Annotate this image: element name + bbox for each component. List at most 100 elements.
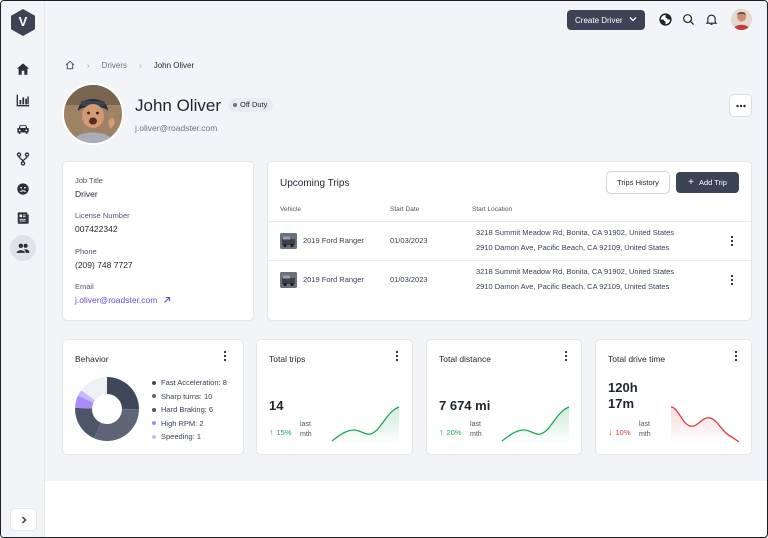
support-icon[interactable] — [659, 13, 672, 26]
trip-start-location: 3218 Summit Meadow Rd, Bonita, CA 91902,… — [476, 228, 675, 237]
job-title-label: Job Title — [75, 176, 103, 185]
column-header-vehicle[interactable]: Vehicle — [280, 206, 301, 213]
home-icon — [16, 63, 30, 75]
status-badge: Off Duty — [228, 98, 274, 112]
column-header-start-date[interactable]: Start Date — [390, 206, 420, 213]
total-drive-time-change-label: last mth — [639, 421, 651, 438]
driver-info-card: Job Title Driver License Number 00742234… — [63, 162, 253, 320]
donut-segment — [77, 390, 95, 403]
total-trips-card: Total trips 14 ↑ 15% last mth — [257, 340, 412, 454]
email-link[interactable]: j.oliver@roadster.com — [75, 295, 171, 305]
phone-label: Phone — [75, 247, 97, 256]
sidebar-item-drivers[interactable] — [10, 235, 36, 261]
logo-hexagon-icon — [11, 9, 35, 36]
top-bar: Create Driver — [45, 1, 767, 39]
bell-icon[interactable] — [705, 13, 718, 26]
legend-dot-icon — [152, 394, 156, 398]
legend-dot-icon — [152, 434, 156, 439]
total-distance-card: Total distance 7 674 mi ↑ 20% last mth — [427, 340, 581, 454]
legend-item: High RPM: 2 — [152, 419, 204, 428]
row-actions-icon[interactable] — [728, 274, 736, 286]
more-horizontal-icon — [735, 104, 746, 107]
vehicle-thumbnail — [280, 272, 297, 288]
sad-face-icon — [17, 183, 29, 195]
trips-history-button[interactable]: Trips History — [607, 172, 669, 193]
donut-segment-remainder — [81, 377, 107, 401]
avatar-image — [731, 9, 752, 30]
status-dot-icon — [233, 103, 237, 107]
trip-vehicle: 2019 Ford Ranger — [303, 275, 364, 284]
arrow-down-icon: ↓ — [608, 427, 613, 437]
donut-segment — [75, 407, 101, 439]
create-driver-label: Create Driver — [575, 15, 623, 25]
total-trips-change: ↑ 15% — [269, 427, 292, 437]
total-distance-change: ↑ 20% — [439, 427, 462, 437]
total-distance-value: 7 674 mi — [439, 398, 491, 413]
chart-icon — [16, 94, 30, 107]
trip-row[interactable]: 2019 Ford Ranger 01/03/2023 3218 Summit … — [268, 221, 751, 260]
legend-item: Fast Acceleration: 8 — [152, 378, 227, 387]
row-actions-icon[interactable] — [728, 235, 736, 247]
breadcrumb: › Drivers › John Oliver — [65, 59, 194, 71]
arrow-up-icon: ↑ — [439, 427, 444, 437]
total-distance-title: Total distance — [439, 354, 491, 364]
main-content: › Drivers › John Oliver John Oliver Off — [45, 39, 767, 481]
behavior-title: Behavior — [75, 354, 109, 364]
arrow-up-icon: ↑ — [269, 427, 274, 437]
donut-segment — [107, 377, 139, 410]
add-trip-label: Add Trip — [698, 178, 727, 187]
sidebar-collapse-button[interactable] — [11, 509, 36, 530]
create-driver-button[interactable]: Create Driver — [567, 10, 645, 30]
search-icon[interactable] — [682, 13, 695, 26]
trip-vehicle: 2019 Ford Ranger — [303, 236, 364, 245]
chevron-right-icon — [21, 516, 26, 523]
trip-row[interactable]: 2019 Ford Ranger 01/03/2023 3218 Summit … — [268, 260, 751, 299]
breadcrumb-separator-icon: › — [87, 60, 90, 70]
card-menu-icon[interactable] — [562, 350, 570, 362]
breadcrumb-separator-icon: › — [139, 60, 142, 70]
legend-item: Hard Braking: 6 — [152, 405, 213, 414]
home-icon[interactable] — [65, 60, 75, 70]
card-menu-icon[interactable] — [393, 350, 401, 362]
column-header-start-location[interactable]: Start Location — [472, 206, 513, 213]
more-options-button[interactable] — [730, 95, 751, 116]
card-menu-icon[interactable] — [221, 350, 229, 362]
upcoming-trips-card: Upcoming Trips Trips History + Add Trip … — [268, 162, 751, 320]
sidebar-item-reports[interactable] — [10, 87, 36, 113]
trip-date: 01/03/2023 — [390, 236, 428, 245]
legend-dot-icon — [152, 421, 156, 425]
card-menu-icon[interactable] — [732, 350, 740, 362]
legend-item: Speeding: 1 — [152, 432, 201, 441]
vehicle-thumbnail — [280, 233, 297, 249]
breadcrumb-drivers-link[interactable]: Drivers — [101, 60, 128, 70]
total-distance-change-label: last mth — [470, 421, 482, 438]
driver-photo-image — [64, 85, 122, 143]
sidebar-item-vehicles[interactable] — [10, 116, 36, 142]
document-icon — [17, 212, 29, 224]
driver-name: John Oliver — [135, 96, 221, 115]
trip-end-location: 2910 Damon Ave, Pacific Beach, CA 92109,… — [476, 243, 670, 252]
driver-email: j.oliver@roadster.com — [135, 123, 218, 133]
sidebar-item-home[interactable] — [10, 56, 36, 82]
email-link-text: j.oliver@roadster.com — [75, 295, 158, 305]
total-trips-sparkline — [331, 406, 400, 444]
status-label: Off Duty — [240, 100, 268, 109]
total-trips-change-value: 15% — [276, 427, 292, 437]
route-icon — [16, 152, 30, 166]
sidebar-item-incidents[interactable] — [10, 176, 36, 202]
job-title-value: Driver — [75, 189, 98, 199]
phone-value: (209) 748 7727 — [75, 260, 133, 270]
add-trip-button[interactable]: + Add Trip — [676, 172, 739, 193]
user-avatar[interactable] — [731, 9, 752, 30]
legend-item: Sharp turns: 10 — [152, 392, 212, 401]
trip-date: 01/03/2023 — [390, 275, 428, 284]
trip-start-location: 3218 Summit Meadow Rd, Bonita, CA 91902,… — [476, 267, 675, 276]
app-logo[interactable]: V — [11, 9, 35, 36]
sidebar-item-routes[interactable] — [10, 146, 36, 172]
truck-image — [280, 233, 297, 249]
driver-avatar — [64, 85, 122, 143]
chevron-down-icon — [629, 17, 637, 22]
sidebar-item-documents[interactable] — [10, 205, 36, 231]
total-drive-time-value-hours: 120h — [608, 380, 638, 395]
